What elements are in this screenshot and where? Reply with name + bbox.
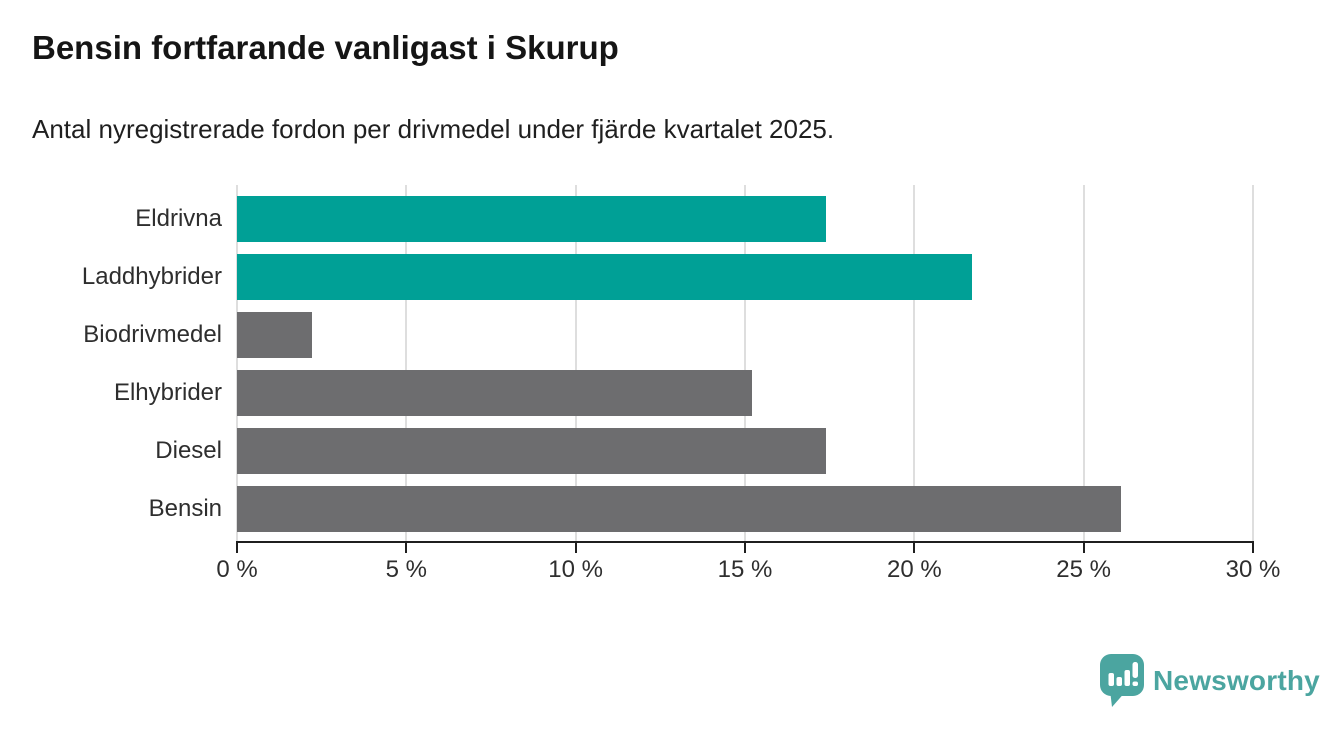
bar-bensin bbox=[237, 486, 1121, 532]
gridline-10 bbox=[574, 185, 577, 541]
x-axis-tick-label-5: 5 % bbox=[385, 556, 428, 583]
chart-subtitle: Antal nyregistrerade fordon per drivmede… bbox=[32, 114, 835, 144]
bar-laddhybrider bbox=[237, 254, 972, 300]
newsworthy-logo: Newsworthy bbox=[1100, 654, 1320, 707]
newsworthy-logo-text: Newsworthy bbox=[1153, 664, 1320, 696]
gridline-20 bbox=[913, 185, 916, 541]
x-axis-tick-30 bbox=[1252, 541, 1254, 553]
plot-area: 0 % 5 % 10 % 15 % 20 % 25 % 30 % bbox=[216, 185, 1280, 605]
bar-eldrivna bbox=[237, 196, 827, 242]
x-axis-tick-15 bbox=[744, 541, 746, 553]
x-axis-tick-25 bbox=[1082, 541, 1085, 553]
category-labels: Eldrivna Laddhybrider Biodrivmedel Elhybrid… bbox=[0, 185, 222, 541]
x-axis-tick-label-15: 15 % bbox=[717, 556, 773, 583]
category-label-diesel: Diesel bbox=[155, 437, 222, 464]
gridline-25 bbox=[1082, 185, 1085, 541]
x-axis-tick-label-20: 20 % bbox=[886, 556, 942, 583]
bar-elhybrider bbox=[237, 370, 752, 416]
x-axis-tick-0 bbox=[236, 541, 238, 553]
gridline-5 bbox=[405, 185, 408, 541]
x-axis-tick-20 bbox=[913, 541, 916, 553]
x-axis-tick-label-10: 10 % bbox=[548, 556, 604, 583]
gridline-15 bbox=[744, 185, 746, 541]
bar-diesel bbox=[237, 428, 827, 474]
category-label-elhybrider: Elhybrider bbox=[113, 379, 222, 406]
x-axis-tick-label-25: 25 % bbox=[1056, 556, 1112, 583]
x-axis-tick-label-0: 0 % bbox=[216, 556, 258, 583]
chart-title: Bensin fortfarande vanligast i Skurup bbox=[32, 29, 619, 66]
category-label-bensin: Bensin bbox=[148, 495, 222, 522]
category-label-biodrivmedel: Biodrivmedel bbox=[83, 321, 222, 348]
gridline-30 bbox=[1252, 185, 1254, 541]
newsworthy-logo-icon bbox=[1100, 654, 1144, 707]
category-label-eldrivna: Eldrivna bbox=[135, 205, 222, 232]
x-axis-tick-10 bbox=[574, 541, 577, 553]
x-axis-tick-label-30: 30 % bbox=[1225, 556, 1281, 583]
gridline-0 bbox=[236, 185, 238, 541]
bar-biodrivmedel bbox=[237, 312, 312, 358]
category-label-laddhybrider: Laddhybrider bbox=[81, 263, 222, 290]
x-axis-tick-5 bbox=[405, 541, 408, 553]
